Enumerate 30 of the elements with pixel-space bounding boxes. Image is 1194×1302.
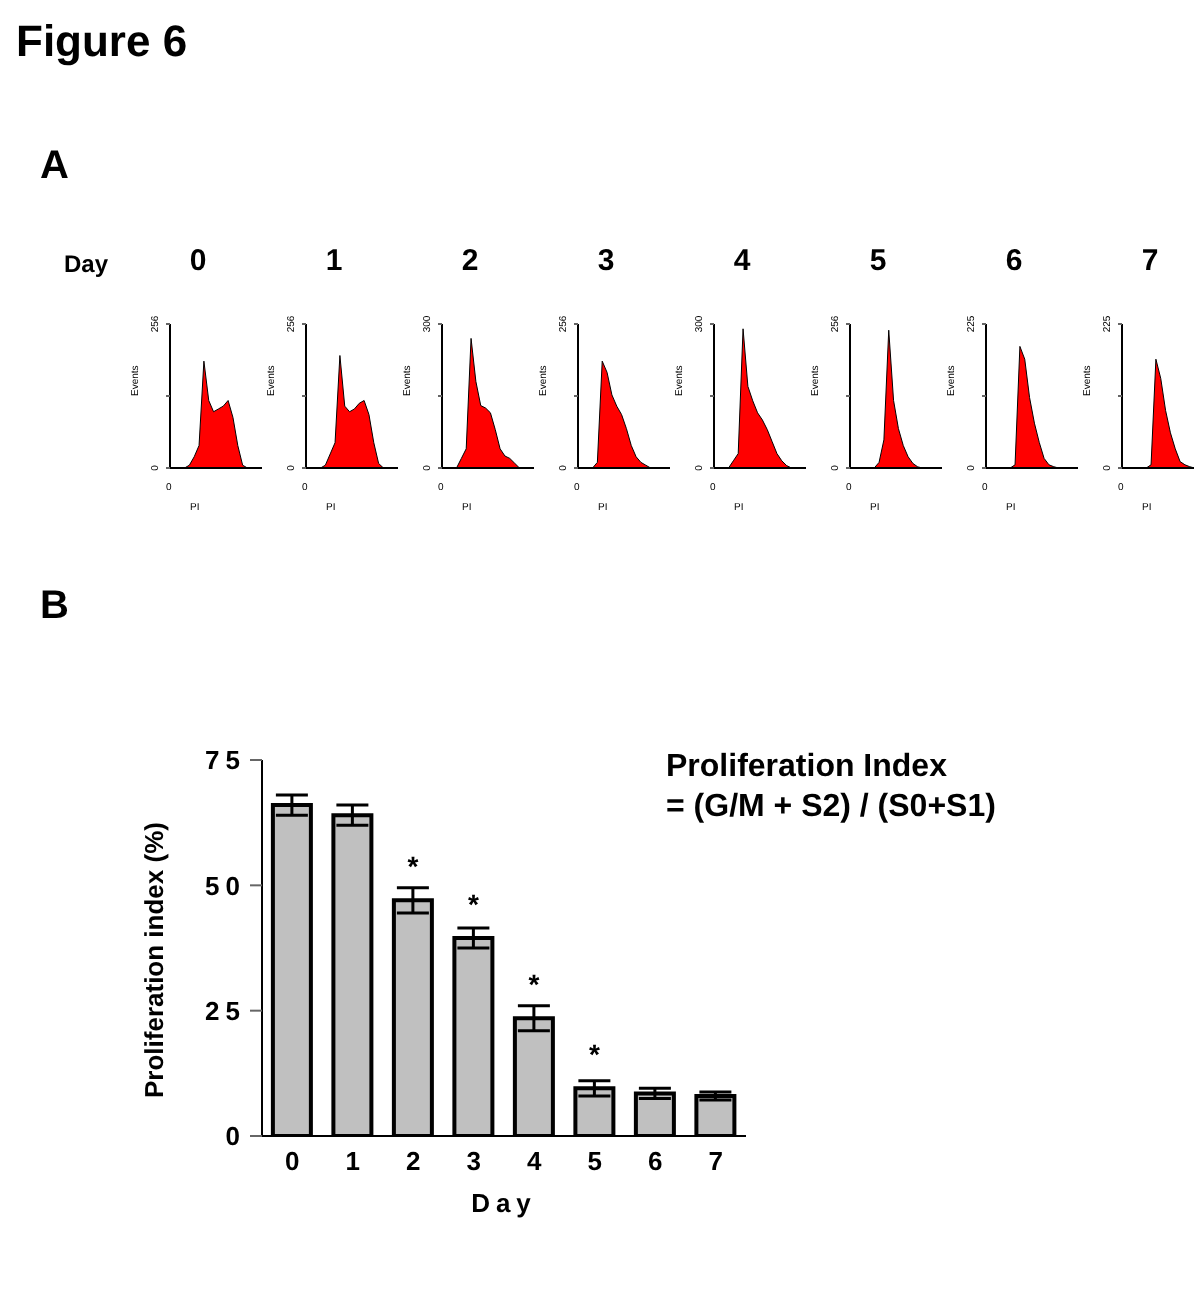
x-tick-label: 2 <box>406 1146 421 1177</box>
chart-title: B <box>40 584 69 630</box>
chart-title: 3 <box>595 244 617 278</box>
text: A <box>40 144 69 190</box>
y-tick-label: 25 <box>205 995 246 1026</box>
x-tick-label: 1 <box>345 1146 360 1177</box>
annotation: = (G/M + S2) / (S0+S1) <box>666 788 996 828</box>
annotation: Proliferation Index <box>666 748 949 788</box>
y-tick-label: 50 <box>205 870 246 901</box>
x-tick-label: 7 <box>708 1146 723 1177</box>
data-label: * <box>467 887 480 920</box>
y-axis-title: Proliferation index (%) <box>139 822 170 1098</box>
x-tick-label: 3 <box>466 1146 481 1177</box>
chart-title: 7 <box>1139 244 1161 278</box>
x-axis-title: Day <box>471 1188 537 1218</box>
y-tick-label: 0 <box>225 1121 246 1152</box>
x-tick-label: 5 <box>587 1146 602 1177</box>
data-label: * <box>588 1038 601 1071</box>
data-label: * <box>407 850 420 883</box>
x-tick-label: 6 <box>648 1146 663 1177</box>
data-label: * <box>528 968 541 1001</box>
chart-title: 4 <box>731 244 753 278</box>
y-tick-label: 75 <box>205 745 246 776</box>
caption: Figure 6 <box>16 16 190 68</box>
chart-title: 2 <box>459 244 481 278</box>
chart-title: 6 <box>1003 244 1025 278</box>
chart-title: 1 <box>323 244 345 278</box>
x-tick-label: 4 <box>527 1146 544 1177</box>
chart-title: 5 <box>867 244 889 278</box>
text: Day <box>64 250 109 278</box>
